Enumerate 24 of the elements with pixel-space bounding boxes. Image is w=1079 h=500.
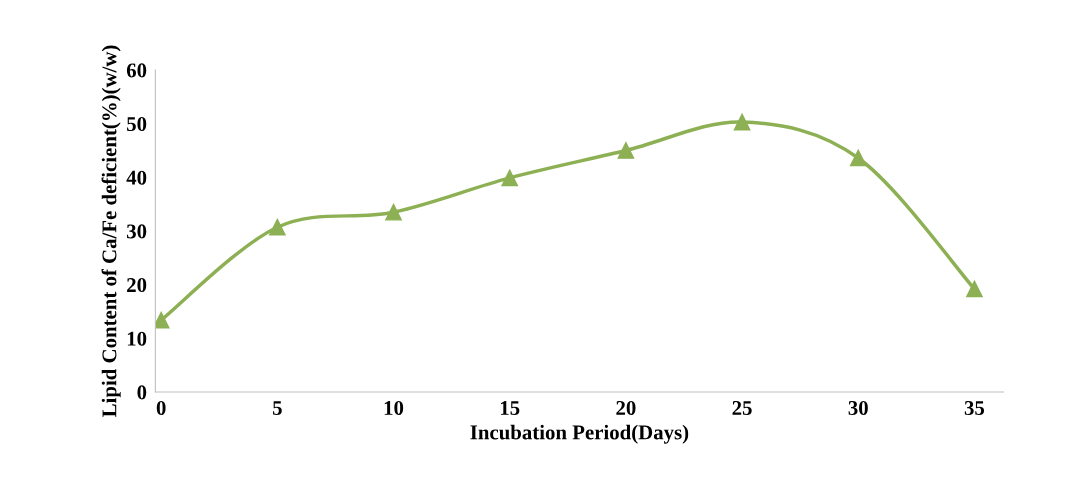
y-tick-label: 0: [137, 385, 147, 400]
y-tick-label: 20: [127, 278, 147, 293]
point: [849, 149, 867, 167]
y-tick-label: 30: [126, 224, 147, 239]
y-tick-label: 50: [127, 117, 147, 132]
x-tick-label: 25: [732, 400, 752, 415]
x-tick-label: 15: [500, 401, 520, 415]
point: [966, 280, 983, 298]
y-tick-label: 10: [127, 331, 147, 346]
point: [733, 113, 751, 131]
x-tick-label: 30: [848, 400, 868, 415]
y-axis-title: Lipid Content of Ca/Fe deficient(%)(w/w): [101, 45, 121, 417]
x-axis-title: Incubation Period(Days): [470, 424, 689, 444]
point: [269, 218, 286, 236]
point: [385, 203, 402, 221]
y-tick-label: 40: [126, 170, 147, 185]
y-tick-label: 60: [126, 63, 147, 78]
point: [501, 169, 519, 187]
x-tick-label: 0: [156, 400, 166, 415]
x-tick-label: 20: [616, 400, 636, 415]
point: [617, 142, 635, 159]
x-tick-label: 10: [384, 400, 404, 415]
x-tick-label: 35: [964, 400, 985, 415]
x-tick-label: 5: [272, 401, 282, 415]
